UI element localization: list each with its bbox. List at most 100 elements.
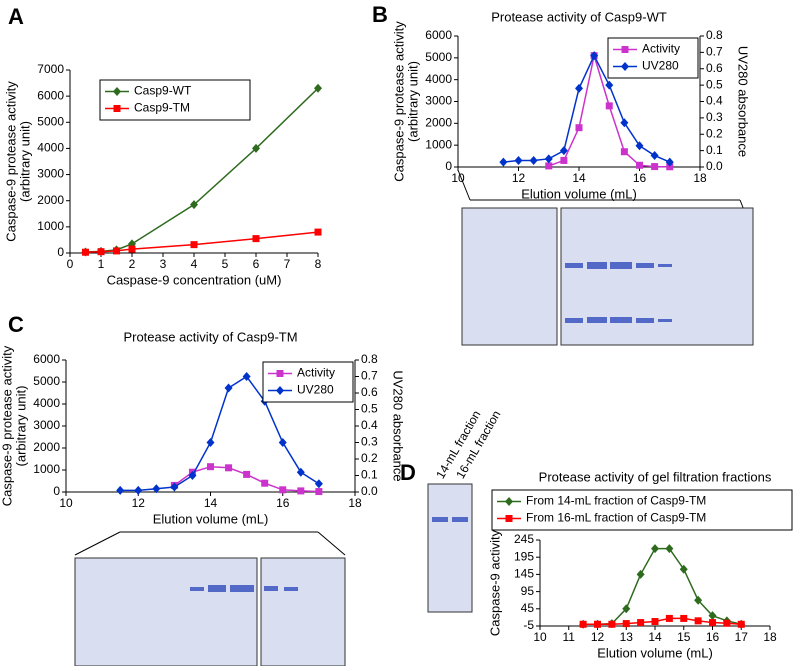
series-line [583,547,742,626]
x-axis-label: Elution volume (mL) [153,511,269,526]
series-line [85,231,319,253]
y-tick-label: 5000 [37,114,64,128]
y2-tick-label: 0.8 [706,28,723,42]
marker [152,484,161,494]
legend-box [99,79,251,121]
marker [188,471,197,480]
marker [243,470,251,478]
gel-image [260,557,346,667]
x-tick-label: 12 [591,630,605,644]
x-tick-label: 6 [253,257,260,271]
marker [666,163,674,171]
panel-label: D [400,460,416,485]
marker [224,383,233,393]
y-tick-label: 5000 [33,374,60,388]
gel-band [264,586,278,591]
y-tick-label: 1000 [425,137,452,151]
y-axis-label: Caspase-9 protease activity [391,21,406,182]
y2-tick-label: 0.3 [706,110,723,124]
x-tick-label: 14 [572,171,586,185]
marker [709,619,716,627]
y-tick-label: 3000 [37,167,64,181]
gel-c [74,531,346,667]
marker [252,143,260,153]
x-axis-label: Elution volume (mL) [597,645,713,660]
marker [314,83,322,93]
marker [113,247,120,255]
marker [315,488,323,496]
marker [544,154,553,164]
y2-tick-label: 0.6 [706,61,723,75]
y-tick-label: 2000 [33,440,60,454]
x-tick-label: 18 [693,171,707,185]
marker [113,87,121,96]
y-tick-label: 6000 [37,88,64,102]
y-tick-label: 5000 [425,50,452,64]
gel-b [457,169,754,346]
y-tick-label: 195 [514,549,534,563]
marker [635,141,644,151]
legend-label: UV280 [642,59,679,73]
marker [505,497,513,506]
x-tick-label: 12 [512,171,526,185]
y-tick-label: 95 [521,584,535,598]
x-tick-label: 4 [191,257,198,271]
y2-axis-label: UV280 absorbance [736,46,751,157]
marker [505,515,513,522]
y2-tick-label: 0.4 [706,94,723,108]
gel-band [230,585,254,592]
x-tick-label: 18 [348,496,362,510]
x-tick-label: 0 [67,257,74,271]
marker [636,569,645,579]
marker [665,544,674,554]
marker [636,161,643,169]
legend-label: From 16-mL fraction of Casp9-TM [526,511,706,525]
y2-tick-label: 0.0 [361,484,378,498]
marker [708,611,717,621]
marker [575,83,583,93]
y2-tick-label: 0.3 [361,435,378,449]
x-tick-label: 3 [160,257,167,271]
gel-d [427,483,473,613]
marker [723,619,731,627]
y-tick-label: 7000 [37,62,64,76]
gel-band [208,585,226,592]
legend-label: UV280 [297,383,334,397]
marker [279,486,287,494]
marker [314,228,322,236]
y-tick-label: 3000 [425,94,452,108]
marker [620,118,629,128]
gel-band [432,517,448,522]
x-tick-label: 7 [284,257,291,271]
y2-tick-label: 0.4 [361,418,378,432]
x-tick-label: 12 [132,496,146,510]
marker [575,124,583,132]
y2-tick-label: 0.1 [361,468,378,482]
gel-image [560,207,754,346]
panel-label: B [372,2,388,27]
gel-band [565,318,583,323]
y-tick-label: 6000 [33,352,60,366]
gel-band [658,319,672,322]
gel-band [190,587,204,591]
legend-label: Casp9-TM [134,101,190,115]
gel-band [587,262,607,269]
y-tick-label: 1000 [37,219,64,233]
marker [621,62,629,71]
marker [622,604,631,614]
y2-tick-label: 0.5 [706,77,723,91]
marker [529,155,538,165]
x-tick-label: 16 [706,630,720,644]
x-axis-label: Elution volume (mL) [521,186,637,201]
chart-title: Protease activity of Casp9-WT [491,9,667,24]
y2-tick-label: 0.5 [361,402,378,416]
marker [651,618,659,626]
marker [637,619,645,627]
marker [128,245,136,253]
y-axis-label: Caspase-9 protease activity [3,81,18,242]
marker [622,620,630,628]
x-tick-label: 10 [533,630,547,644]
legend-box [607,37,699,79]
gel-band [610,262,632,269]
